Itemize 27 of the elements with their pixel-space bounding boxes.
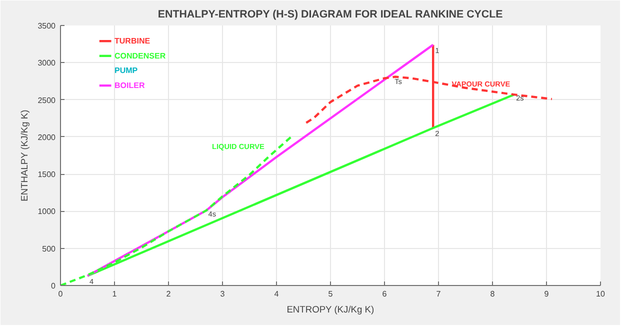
x-tick-label: 7: [436, 290, 442, 298]
chart-title: ENTHALPY-ENTROPY (H-S) DIAGRAM FOR IDEAL RANKINE CYCLE: [158, 8, 503, 20]
x-tick-label: 6: [382, 290, 388, 298]
legend-label: TURBINE: [114, 36, 151, 46]
legend-label: BOILER: [114, 81, 145, 90]
x-tick-label: 5: [328, 290, 334, 298]
x-tick-label: 2: [166, 290, 172, 298]
y-tick-label: 3500: [38, 22, 56, 30]
line-series: [86, 44, 434, 277]
y-tick-label: 2500: [38, 96, 56, 105]
x-tick-label: 0: [58, 290, 64, 298]
x-tick-label: 4: [274, 290, 280, 298]
x-tick-label: 10: [596, 290, 606, 298]
y-tick-label: 0: [51, 282, 56, 290]
y-tick-label: 2000: [38, 132, 56, 142]
y-tick-label: 500: [42, 244, 56, 254]
x-tick-label: 9: [544, 290, 550, 298]
y-tick-label: 1500: [38, 170, 56, 180]
y-tick-label: 1000: [38, 207, 56, 216]
legend-label: CONDENSER: [114, 51, 166, 60]
y-axis-title: ENTHALPY (KJ/Kg K): [20, 110, 30, 202]
x-tick-label: 3: [220, 290, 226, 298]
x-axis-title: ENTROPY (KJ/Kg K): [286, 304, 374, 314]
x-tick-label: 8: [490, 290, 496, 298]
y-tick-label: 3000: [38, 58, 56, 68]
annotation: PUMP: [114, 66, 138, 76]
x-tick-label: 1: [112, 290, 118, 298]
